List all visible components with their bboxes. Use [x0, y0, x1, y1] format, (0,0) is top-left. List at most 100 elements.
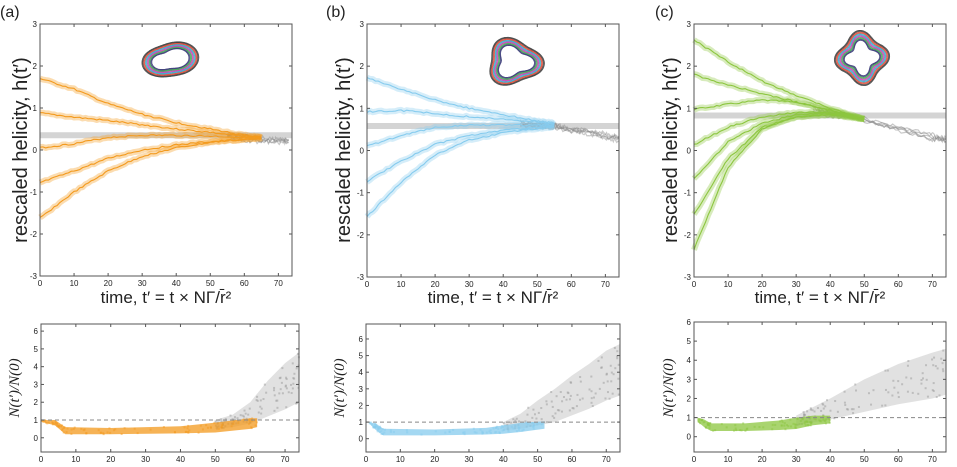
scatter-point: [515, 417, 518, 420]
knot-inset-image: [833, 29, 891, 87]
scatter-point: [901, 383, 904, 386]
scatter-point: [378, 431, 381, 434]
panel-a-helicity-chart: (a) rescaled helicity, h(t′) time, t′ = …: [0, 4, 293, 307]
scatter-point: [804, 424, 807, 427]
scatter-point: [247, 422, 250, 425]
scatter-point: [787, 425, 790, 428]
scatter-point: [51, 423, 54, 426]
scatter-point: [281, 392, 284, 395]
scatter-point: [56, 422, 59, 425]
y-tick-label: 4: [34, 363, 39, 372]
scatter-point: [248, 418, 251, 421]
scatter-point: [45, 421, 48, 424]
scatter-point: [540, 407, 543, 410]
scatter-point: [503, 428, 506, 431]
x-tick-label: 20: [758, 280, 767, 289]
scatter-point: [392, 431, 395, 434]
scatter-point: [920, 382, 923, 385]
scatter-point: [780, 419, 783, 422]
scatter-point: [273, 386, 276, 389]
scatter-point: [818, 419, 821, 422]
scatter-point: [852, 408, 855, 411]
knot-strand: [842, 38, 882, 78]
scatter-point: [532, 427, 535, 430]
scatter-point: [783, 422, 786, 425]
scatter-point: [725, 426, 728, 429]
scatter-point: [65, 431, 68, 434]
y-tick-label: 3: [360, 20, 365, 29]
scatter-point: [559, 391, 562, 394]
knot-strand: [492, 39, 542, 83]
scatter-point: [242, 415, 245, 418]
scatter-point: [893, 386, 896, 389]
scatter-point: [233, 416, 236, 419]
y-tick-label: -3: [30, 272, 38, 281]
knot-strand: [495, 42, 538, 81]
scatter-point: [809, 407, 812, 410]
scatter-point: [881, 404, 884, 407]
series-band-3: [365, 122, 556, 185]
panel-a-ratio-chart: N(t′)/N(0) 0 10 20 30 40 50 60 70 0 1 2 3 4 5 6: [7, 323, 300, 464]
scatter-point: [380, 430, 383, 433]
scatter-point: [555, 395, 558, 398]
scatter-point: [273, 389, 276, 392]
y-tick-label: 1: [33, 104, 38, 113]
scatter-point: [569, 394, 572, 397]
scatter-point: [802, 415, 805, 418]
scatter-point: [247, 413, 250, 416]
y-tick-label: 5: [687, 337, 692, 346]
y-tick-label: 1: [687, 414, 692, 423]
series-line-1: [39, 112, 262, 139]
scatter-point: [254, 424, 257, 427]
scatter-point: [857, 405, 860, 408]
scatter-point: [833, 417, 836, 420]
x-tick-label: 50: [860, 280, 869, 289]
scatter-point: [296, 352, 299, 355]
scatter-point: [825, 418, 828, 421]
panel-label-c: (c): [655, 4, 674, 21]
y-tick-label: 2: [687, 62, 692, 71]
scatter-point: [814, 418, 817, 421]
scatter-point: [378, 426, 381, 429]
scatter-point: [43, 420, 46, 423]
scatter-point: [698, 418, 701, 421]
scatter-point: [220, 425, 223, 428]
scatter-point: [255, 421, 258, 424]
knot-strand: [145, 43, 196, 75]
series-line-1: [693, 73, 865, 120]
plot-area: [691, 37, 947, 251]
scatter-point: [62, 431, 65, 434]
y-tick-label: 0: [687, 147, 692, 156]
gray-trajectory: [519, 119, 620, 141]
scatter-point: [102, 432, 105, 435]
x-tick-label: 60: [894, 280, 903, 289]
scatter-point: [709, 422, 712, 425]
scatter-point: [921, 372, 924, 375]
scatter-point: [275, 399, 278, 402]
x-tick-label: 30: [792, 455, 801, 464]
scatter-point: [820, 409, 823, 412]
knot-strand: [142, 42, 199, 77]
scatter-point: [784, 428, 787, 431]
scatter-point: [616, 355, 619, 358]
plot-area: [694, 348, 946, 432]
scatter-point: [933, 356, 936, 359]
scatter-point: [540, 423, 543, 426]
scatter-point: [383, 431, 386, 434]
scatter-point: [185, 430, 188, 433]
scatter-point: [567, 392, 570, 395]
y-tick-label: 0: [687, 433, 692, 442]
x-tick-label: 10: [397, 280, 406, 289]
scatter-point: [291, 362, 294, 365]
x-tick-label: 50: [211, 455, 220, 464]
scatter-point: [758, 426, 761, 429]
scatter-point: [133, 427, 136, 430]
gray-trajectory: [812, 107, 947, 141]
knot-strand: [842, 38, 882, 78]
scatter-point: [887, 391, 890, 394]
scatter-point: [571, 407, 574, 410]
scatter-point: [905, 376, 908, 379]
scatter-point: [616, 350, 619, 353]
y-tick-label: 0: [33, 146, 38, 155]
